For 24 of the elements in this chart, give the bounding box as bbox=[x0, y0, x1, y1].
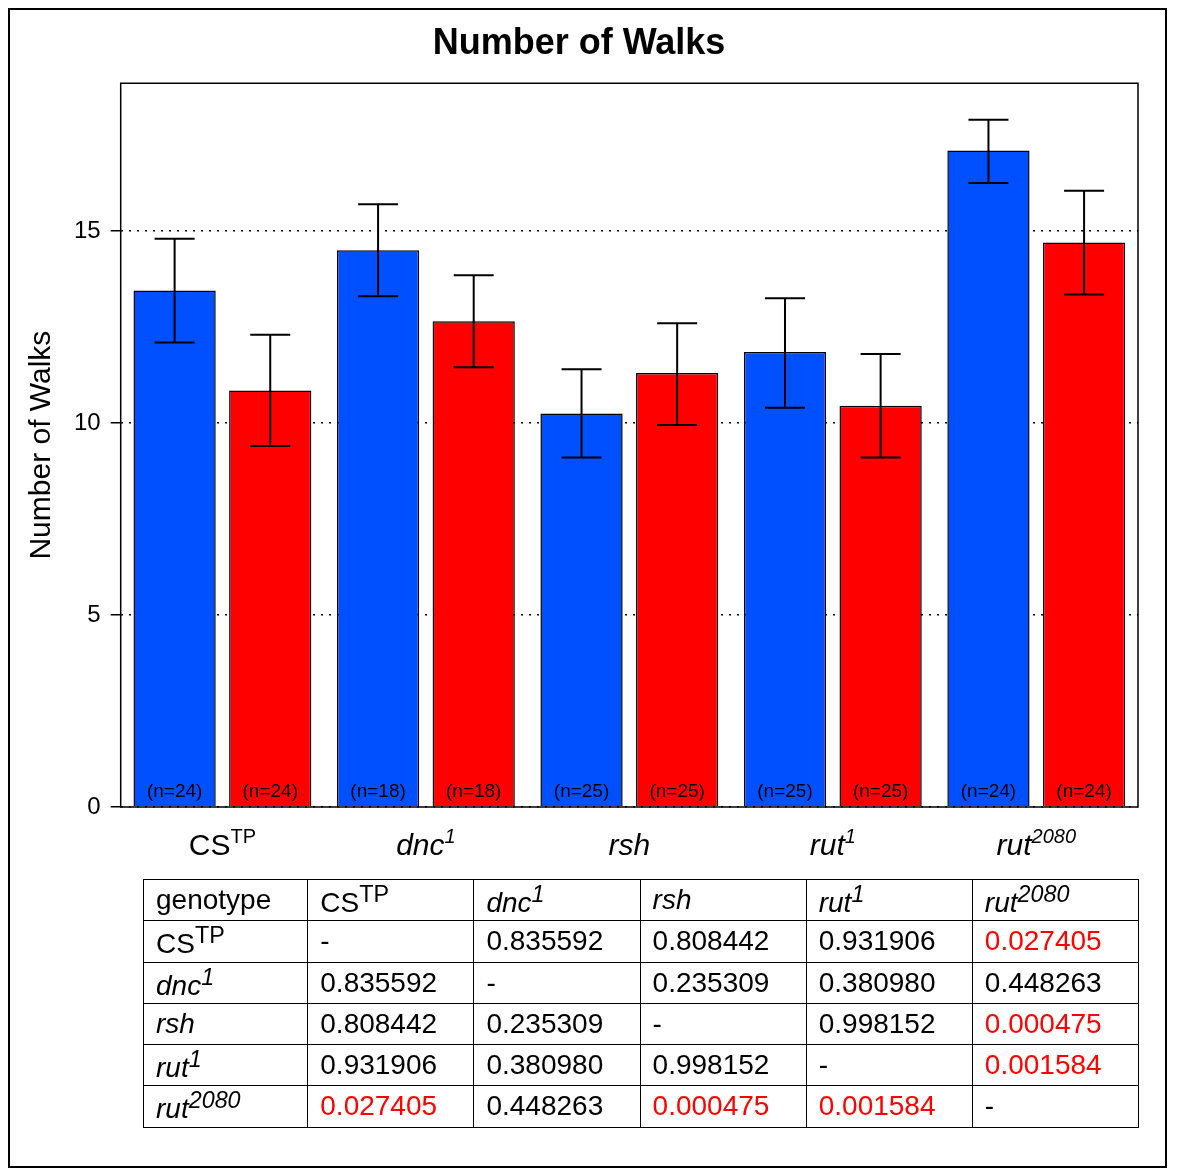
annotation: (n=25) bbox=[553, 780, 610, 801]
annotation: (n=25) bbox=[649, 780, 705, 801]
category-label: dnc$^{1}$ bbox=[473, 879, 641, 921]
chart-title: Number of Walks bbox=[432, 20, 726, 62]
text: genotype bbox=[143, 879, 308, 921]
category-label: CS$^{TP}$ bbox=[307, 879, 474, 921]
y-axis-title: Number of Walks bbox=[23, 330, 57, 560]
category-label: rut$^{1}$ bbox=[806, 879, 973, 921]
page-frame: Number of Walks Number of Walks 0 5 10 15 (n=24) (n=24) (n=18) (n=18) (n=25) (n=25) (n=25) (n=25) (n=24) (n=24) CSTP dnc1 rsh rut1 rut2080 genotype CS$^{TP}$ dnc$^{1}$ rsh rut$^{1}$ rut$^{2080}$ CS$^{TP}$ - 0.835592 0.808442 0.931906 0.027405 dnc$^{1}$ 0.835592 - 0.235309 0.380980 0.448263 rsh 0.808442 0.235309 - 0.998152 0.000475 rut$^{1}$ 0.931906 0.380980 0.998152 - 0.001584 rut$^{2080}$ 0.027405 0.448263 0.000475 0.001584 - bbox=[8, 8, 1167, 1168]
annotation: (n=24) bbox=[1056, 780, 1112, 801]
annotation: (n=18) bbox=[350, 780, 406, 801]
annotation: (n=24) bbox=[960, 780, 1017, 801]
annotation: (n=25) bbox=[852, 780, 909, 801]
category-label: rut$^{2080}$ bbox=[972, 879, 1139, 921]
category-label: rsh bbox=[640, 879, 807, 921]
y-tick-label: 5 bbox=[87, 599, 101, 627]
y-tick-label: 15 bbox=[73, 215, 101, 243]
annotation: (n=24) bbox=[242, 780, 298, 801]
y-tick-label: 0 bbox=[87, 791, 101, 819]
y-tick-label: 10 bbox=[73, 407, 101, 435]
annotation: (n=24) bbox=[146, 780, 203, 801]
annotation: (n=18) bbox=[445, 780, 502, 801]
x-tick-label: rsh bbox=[608, 828, 651, 861]
annotation: (n=25) bbox=[757, 780, 813, 801]
